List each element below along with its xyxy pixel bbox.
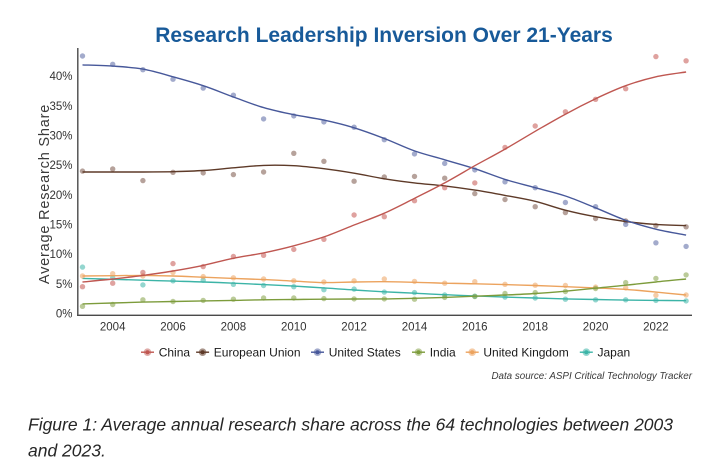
svg-text:2018: 2018 (522, 322, 548, 334)
svg-text:40%: 40% (49, 71, 72, 83)
svg-text:Japan: Japan (598, 345, 631, 359)
svg-text:Average Research Share: Average Research Share (37, 104, 53, 284)
svg-text:2010: 2010 (281, 322, 307, 334)
svg-text:Research Leadership Inversion: Research Leadership Inversion Over 21-Ye… (155, 24, 613, 47)
svg-text:India: India (430, 345, 456, 359)
svg-text:Data source: ASPI Critical Tec: Data source: ASPI Critical Technology Tr… (491, 371, 692, 382)
svg-text:2016: 2016 (462, 322, 488, 334)
svg-text:30%: 30% (49, 131, 72, 143)
svg-text:0%: 0% (56, 308, 73, 320)
svg-text:15%: 15% (49, 219, 72, 231)
svg-text:Figure 1: Average annual resea: Figure 1: Average annual research share … (28, 415, 673, 435)
svg-text:35%: 35% (49, 101, 72, 113)
svg-text:20%: 20% (49, 190, 72, 202)
svg-text:25%: 25% (49, 160, 72, 172)
svg-text:United Kingdom: United Kingdom (483, 345, 568, 359)
svg-text:2008: 2008 (221, 322, 247, 334)
svg-text:2014: 2014 (402, 322, 428, 334)
svg-text:10%: 10% (49, 249, 72, 261)
svg-text:2006: 2006 (160, 322, 186, 334)
svg-text:2022: 2022 (643, 322, 669, 334)
svg-text:2004: 2004 (100, 322, 126, 334)
svg-text:and 2023.: and 2023. (28, 441, 106, 461)
svg-text:European Union: European Union (214, 345, 301, 359)
svg-text:5%: 5% (56, 279, 73, 291)
svg-text:2012: 2012 (341, 322, 367, 334)
svg-text:United States: United States (329, 345, 401, 359)
svg-text:2020: 2020 (583, 322, 609, 334)
svg-text:China: China (159, 345, 191, 359)
